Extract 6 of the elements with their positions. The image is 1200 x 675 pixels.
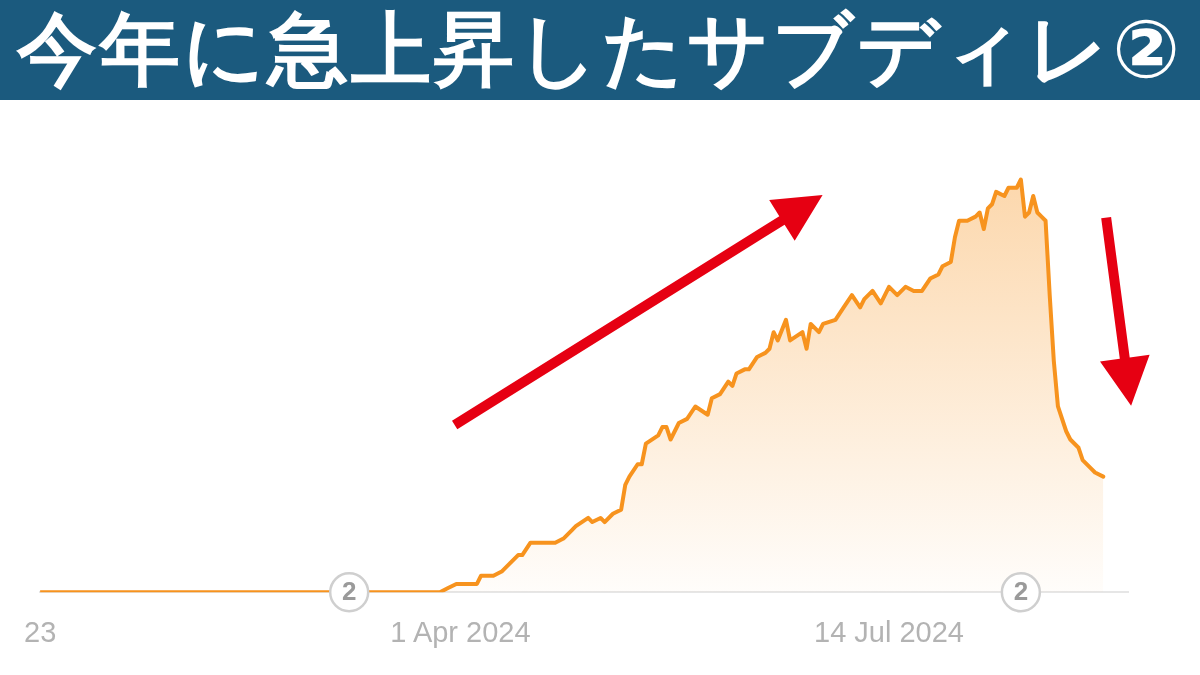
- x-tick-label: 1 Apr 2024: [390, 615, 531, 648]
- annotation: 2: [341, 576, 357, 607]
- annotation: 2: [1013, 576, 1029, 607]
- x-tick-label: 23: [24, 615, 57, 648]
- chart-title: 今年に急上昇したサブディレ②: [17, 3, 1183, 96]
- x-tick-label: 14 Jul 2024: [814, 615, 964, 648]
